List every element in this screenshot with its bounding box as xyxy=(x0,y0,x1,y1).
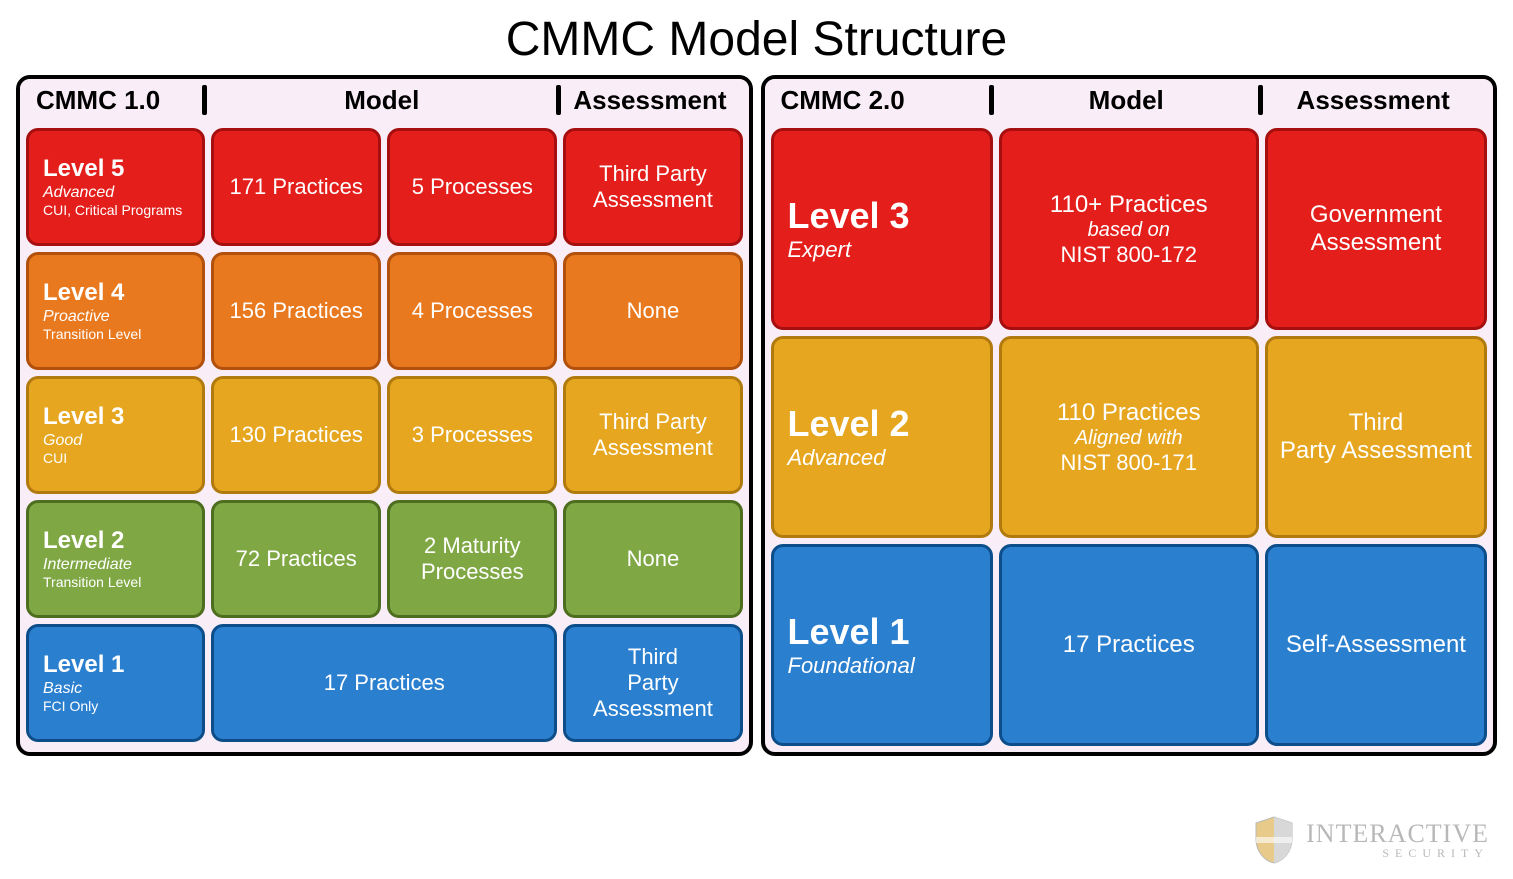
practices-line2: based on xyxy=(1088,219,1170,242)
practices-line2: Aligned with xyxy=(1075,427,1183,450)
processes-cell: 3 Processes xyxy=(387,376,557,494)
panel-cmmc-1: CMMC 1.0 Model Assessment Level 5 Advanc… xyxy=(16,75,753,756)
hdr-v1-version-text: CMMC 1.0 xyxy=(36,85,160,115)
level-sub: Good xyxy=(43,432,82,450)
panel-1-header: CMMC 1.0 Model Assessment xyxy=(20,79,749,124)
level-cell: Level 4 Proactive Transition Level xyxy=(26,252,205,370)
footer-brand: INTERACTIVE SECURITY xyxy=(1306,821,1489,859)
practices-cell: 171 Practices xyxy=(211,128,381,246)
practices-cell: 130 Practices xyxy=(211,376,381,494)
v1-row-level-4: Level 4 Proactive Transition Level156 Pr… xyxy=(26,252,743,370)
practices-line1: 110 Practices xyxy=(1057,399,1201,427)
v2-row-level-3: Level 3 Expert110+ Practicesbased onNIST… xyxy=(771,128,1488,330)
page-title: CMMC Model Structure xyxy=(0,0,1513,75)
level-cell: Level 3 Expert xyxy=(771,128,993,330)
level-title: Level 1 xyxy=(788,612,910,652)
v1-row-level-5: Level 5 Advanced CUI, Critical Programs1… xyxy=(26,128,743,246)
panel-2-rows: Level 3 Expert110+ Practicesbased onNIST… xyxy=(765,124,1494,752)
panel-cmmc-2: CMMC 2.0 Model Assessment Level 3 Expert… xyxy=(761,75,1498,756)
footer-brand-name: INTERACTIVE xyxy=(1306,821,1489,847)
level-note: Transition Level xyxy=(43,574,141,590)
processes-cell: 4 Processes xyxy=(387,252,557,370)
level-note: CUI, Critical Programs xyxy=(43,202,182,218)
level-title: Level 3 xyxy=(788,196,910,236)
shield-icon xyxy=(1252,815,1296,865)
hdr-v1-assessment: Assessment xyxy=(561,85,738,116)
level-cell: Level 3 Good CUI xyxy=(26,376,205,494)
practices-line1: 110+ Practices xyxy=(1050,191,1208,219)
level-cell: Level 2 Advanced xyxy=(771,336,993,538)
v1-row-level-3: Level 3 Good CUI130 Practices3 Processes… xyxy=(26,376,743,494)
assessment-cell: Self-Assessment xyxy=(1265,544,1487,746)
panels-container: CMMC 1.0 Model Assessment Level 5 Advanc… xyxy=(0,75,1513,756)
level-cell: Level 2 Intermediate Transition Level xyxy=(26,500,205,618)
practices-cell: 156 Practices xyxy=(211,252,381,370)
processes-cell: 2 MaturityProcesses xyxy=(387,500,557,618)
footer-brand-sub: SECURITY xyxy=(1306,847,1489,859)
assessment-cell: None xyxy=(563,252,742,370)
assessment-cell: ThirdParty Assessment xyxy=(563,624,742,742)
assessment-cell: Third PartyAssessment xyxy=(563,128,742,246)
level-title: Level 2 xyxy=(788,404,910,444)
level-sub: Proactive xyxy=(43,308,110,326)
processes-cell: 5 Processes xyxy=(387,128,557,246)
practices-line3: NIST 800-172 xyxy=(1060,242,1197,268)
practices-cell: 110 PracticesAligned withNIST 800-171 xyxy=(999,336,1259,538)
assessment-cell: GovernmentAssessment xyxy=(1265,128,1487,330)
level-sub: Basic xyxy=(43,680,82,698)
v2-row-level-1: Level 1 Foundational 17 Practices Self-Ass… xyxy=(771,544,1488,746)
hdr-v1-version: CMMC 1.0 xyxy=(30,85,207,116)
panel-2-header: CMMC 2.0 Model Assessment xyxy=(765,79,1494,124)
level-sub: Advanced xyxy=(788,445,886,470)
v2-row-level-2: Level 2 Advanced110 PracticesAligned wit… xyxy=(771,336,1488,538)
hdr-v2-assessment: Assessment xyxy=(1263,85,1483,116)
level-title: Level 5 xyxy=(43,156,124,182)
practices-cell: 17 Practices xyxy=(211,624,557,742)
level-note: FCI Only xyxy=(43,698,98,714)
v1-row-level-1: Level 1 Basic FCI Only17 PracticesThirdP… xyxy=(26,624,743,742)
level-note: Transition Level xyxy=(43,326,141,342)
level-cell: Level 5 Advanced CUI, Critical Programs xyxy=(26,128,205,246)
level-title: Level 4 xyxy=(43,280,124,306)
hdr-v2-model-text: Model xyxy=(1089,85,1164,115)
assessment-cell: Third PartyAssessment xyxy=(563,376,742,494)
hdr-v1-model-text: Model xyxy=(344,85,419,115)
assessment-cell: ThirdParty Assessment xyxy=(1265,336,1487,538)
practices-cell: 72 Practices xyxy=(211,500,381,618)
practices-cell: 110+ Practicesbased onNIST 800-172 xyxy=(999,128,1259,330)
practices-line1: 17 Practices xyxy=(1063,631,1195,659)
assessment-cell: None xyxy=(563,500,742,618)
hdr-v2-version: CMMC 2.0 xyxy=(775,85,995,116)
level-title: Level 3 xyxy=(43,404,124,430)
level-cell: Level 1 Basic FCI Only xyxy=(26,624,205,742)
practices-cell: 17 Practices xyxy=(999,544,1259,746)
level-sub: Foundational xyxy=(788,653,915,678)
hdr-v1-model: Model xyxy=(207,85,561,116)
hdr-v2-model: Model xyxy=(994,85,1263,116)
level-title: Level 2 xyxy=(43,528,124,554)
level-cell: Level 1 Foundational xyxy=(771,544,993,746)
level-sub: Intermediate xyxy=(43,556,132,574)
level-note: CUI xyxy=(43,450,67,466)
v1-row-level-2: Level 2 Intermediate Transition Level72 … xyxy=(26,500,743,618)
footer-logo: INTERACTIVE SECURITY xyxy=(1252,815,1489,865)
panel-1-rows: Level 5 Advanced CUI, Critical Programs1… xyxy=(20,124,749,748)
level-title: Level 1 xyxy=(43,652,124,678)
level-sub: Expert xyxy=(788,237,852,262)
practices-line3: NIST 800-171 xyxy=(1060,450,1197,476)
level-sub: Advanced xyxy=(43,184,114,202)
hdr-v2-version-text: CMMC 2.0 xyxy=(781,85,905,115)
